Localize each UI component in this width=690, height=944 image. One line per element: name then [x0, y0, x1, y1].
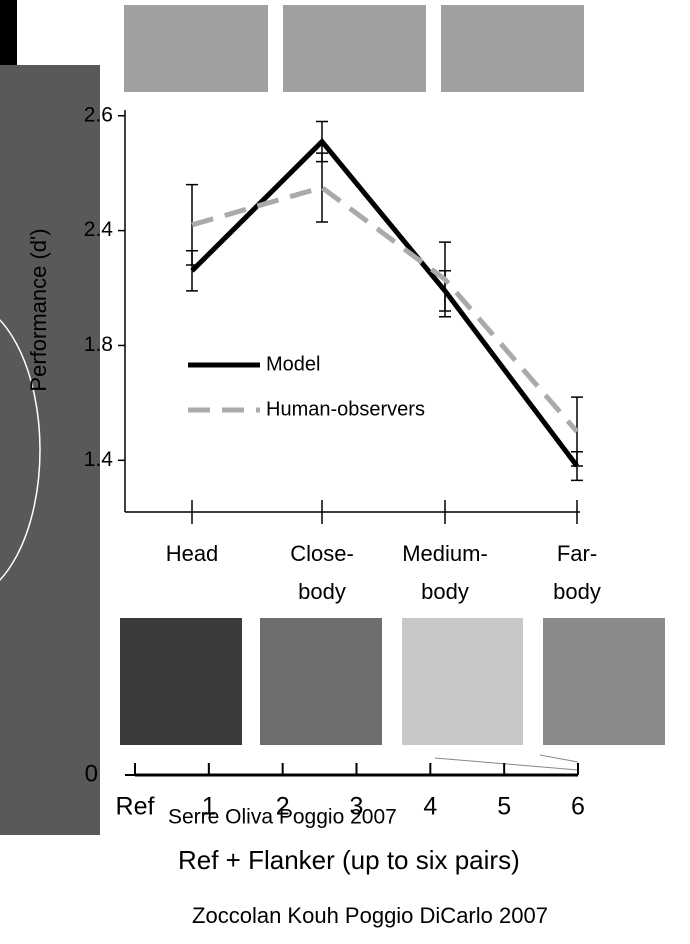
x-tick-label: body [298, 579, 346, 604]
legend-label: Human-observers [266, 398, 425, 420]
top-image [283, 5, 426, 92]
y-tick-label: 2.6 [84, 103, 113, 126]
corner-block [0, 0, 17, 65]
x-tick-label: Close- [290, 541, 354, 566]
x-tick-label: Medium- [402, 541, 488, 566]
inset-x-tick-label: 5 [497, 793, 511, 821]
inset-x-tick-label: 1 [202, 793, 216, 821]
inset-y-tick-label: 0 [85, 760, 98, 787]
series-line [192, 188, 577, 432]
x-tick-label: body [553, 579, 601, 604]
y-tick-label: 2.4 [84, 218, 114, 241]
inset-x-tick-label: 2 [276, 793, 290, 821]
photo-medium-body [402, 618, 523, 745]
inset-x-tick-label: Ref [116, 793, 155, 821]
photo-head [120, 618, 242, 745]
caption: Zoccolan Kouh Poggio DiCarlo 2007 [192, 903, 548, 928]
photo-far-body [543, 618, 665, 745]
top-image [441, 5, 584, 92]
top-image [124, 5, 268, 92]
x-tick-label: Head [166, 541, 219, 566]
inset-trace [435, 755, 578, 770]
x-tick-label: Far- [557, 541, 597, 566]
legend-label: Model [266, 353, 320, 375]
x-tick-label: body [421, 579, 469, 604]
y-tick-label: 1.4 [84, 448, 114, 471]
x-axis-label: Ref + Flanker (up to six pairs) [178, 845, 520, 875]
inset-x-tick-label: 3 [350, 793, 364, 821]
photo-close-body [260, 618, 382, 745]
y-axis-label: Performance (d') [26, 228, 51, 391]
slide: Performance (d') Ref + Flanker (up to si… [0, 0, 690, 939]
error-bar [316, 153, 328, 222]
inset-x-tick-label: 4 [423, 793, 437, 821]
y-tick-label: 1.8 [84, 333, 113, 356]
inset-x-tick-label: 6 [571, 793, 585, 821]
